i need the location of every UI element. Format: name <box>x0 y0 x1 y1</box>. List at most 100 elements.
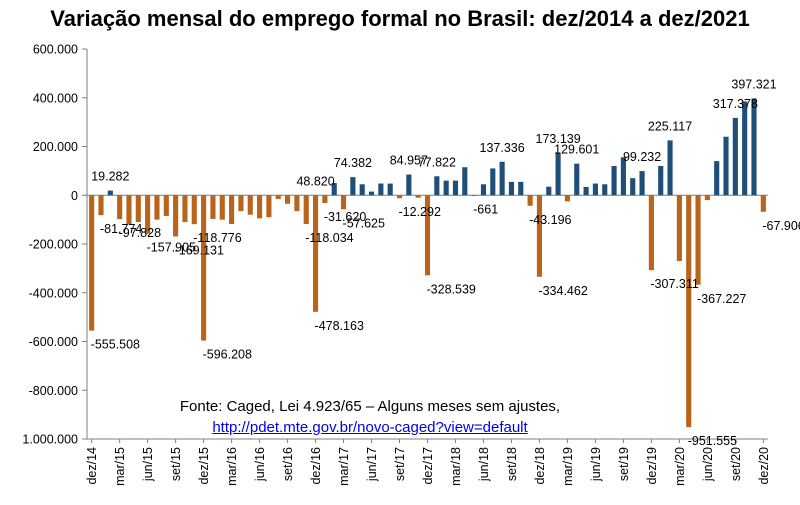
bar <box>434 176 440 196</box>
bar <box>676 195 682 262</box>
y-tick-label: -200.000 <box>29 238 78 252</box>
data-label: -157.905 <box>147 241 196 255</box>
bar <box>723 136 729 196</box>
bar <box>191 195 197 225</box>
bar <box>480 184 487 196</box>
bar <box>639 171 645 196</box>
bar <box>592 183 598 196</box>
data-label: -67.906 <box>762 219 800 233</box>
bar <box>704 195 710 201</box>
bar <box>303 195 309 225</box>
data-label: -478.163 <box>315 319 364 333</box>
bar <box>555 153 561 196</box>
data-label: -31.620 <box>324 210 366 224</box>
y-tick-label: 0 <box>71 189 78 203</box>
bar <box>173 195 179 237</box>
bar <box>285 195 291 204</box>
bar <box>415 195 421 198</box>
data-label: 19.282 <box>91 170 129 184</box>
y-tick-label: 600.000 <box>33 43 78 57</box>
chart-title: Variação mensal do emprego formal no Bra… <box>50 6 750 31</box>
bar <box>620 157 626 196</box>
bar <box>760 195 766 212</box>
data-label: 77.822 <box>418 155 456 169</box>
bar <box>452 180 459 196</box>
bar <box>229 195 235 225</box>
bar <box>201 195 207 341</box>
bar <box>658 166 664 196</box>
y-tick-label: -400.000 <box>29 286 78 300</box>
bar <box>611 166 617 196</box>
source-link[interactable]: http://pdet.mte.gov.br/novo-caged?view=d… <box>212 419 528 436</box>
data-label: -43.196 <box>529 213 571 227</box>
bar <box>126 195 132 225</box>
y-tick-label: -800.000 <box>29 384 78 398</box>
bar <box>257 195 263 219</box>
y-tick-label: 200.000 <box>33 140 78 154</box>
bar <box>359 184 365 196</box>
x-tick-label: mar/16 <box>225 447 239 486</box>
data-label: 84.957 <box>390 154 428 168</box>
bar <box>508 181 515 196</box>
bar <box>630 178 636 196</box>
y-tick-label: 400.000 <box>33 91 78 105</box>
bar <box>135 195 141 223</box>
bar <box>182 195 188 223</box>
label-layer: -555.508 -81.774 19.282 -97.828-157.905-169… <box>91 77 800 448</box>
bar <box>714 161 720 196</box>
data-label: 173.139 <box>536 132 581 146</box>
bar <box>742 101 748 196</box>
x-tick-label: jun/18 <box>477 447 491 482</box>
x-tick-label: set/20 <box>729 447 743 481</box>
data-label: 397.321 <box>731 77 776 91</box>
bar <box>583 186 589 196</box>
bar <box>331 183 337 196</box>
bar <box>145 195 151 234</box>
bar <box>117 195 123 220</box>
bar <box>247 195 253 215</box>
bar <box>340 195 347 210</box>
data-label: -12.292 <box>399 205 441 219</box>
data-label: 74.382 <box>334 156 372 170</box>
bar <box>387 183 393 196</box>
x-tick-label: set/19 <box>617 447 631 481</box>
x-tick-label: dez/16 <box>309 447 323 485</box>
bar <box>462 167 468 196</box>
data-label: 48.820 <box>296 174 334 188</box>
bar <box>266 195 272 218</box>
data-label: -97.828 <box>119 226 161 240</box>
data-label: -307.311 <box>650 277 698 291</box>
bar <box>275 195 281 199</box>
bar <box>695 195 701 285</box>
bar <box>238 195 244 212</box>
data-label: -661 <box>473 202 498 216</box>
data-label: 317.378 <box>713 97 758 111</box>
x-tick-label: set/17 <box>393 447 407 481</box>
x-tick-label: mar/18 <box>449 447 463 486</box>
bar <box>443 180 449 196</box>
bar <box>686 195 692 428</box>
bar <box>564 195 570 202</box>
bar <box>490 168 496 196</box>
y-tick-label: 1.000.000 <box>22 433 78 447</box>
x-tick-label: set/15 <box>169 447 183 481</box>
x-tick-label: mar/20 <box>673 447 687 486</box>
x-tick-label: dez/17 <box>421 447 435 485</box>
y-tick-label: -600.000 <box>29 335 78 349</box>
bar <box>546 186 552 196</box>
bar <box>396 195 403 199</box>
bar <box>406 174 412 196</box>
x-tick-label: jun/17 <box>365 447 379 482</box>
bar <box>89 195 95 331</box>
x-tick-label: mar/19 <box>561 447 575 486</box>
x-tick-label: set/16 <box>281 447 295 481</box>
source-note: Fonte: Caged, Lei 4.923/65 – Alguns mese… <box>150 396 590 438</box>
bar <box>732 117 738 196</box>
data-label: 129.601 <box>554 143 599 157</box>
bar <box>471 195 477 197</box>
bar <box>107 190 113 196</box>
bar <box>499 161 505 196</box>
data-label: 225.117 <box>648 119 692 133</box>
bar-layer <box>89 98 766 428</box>
